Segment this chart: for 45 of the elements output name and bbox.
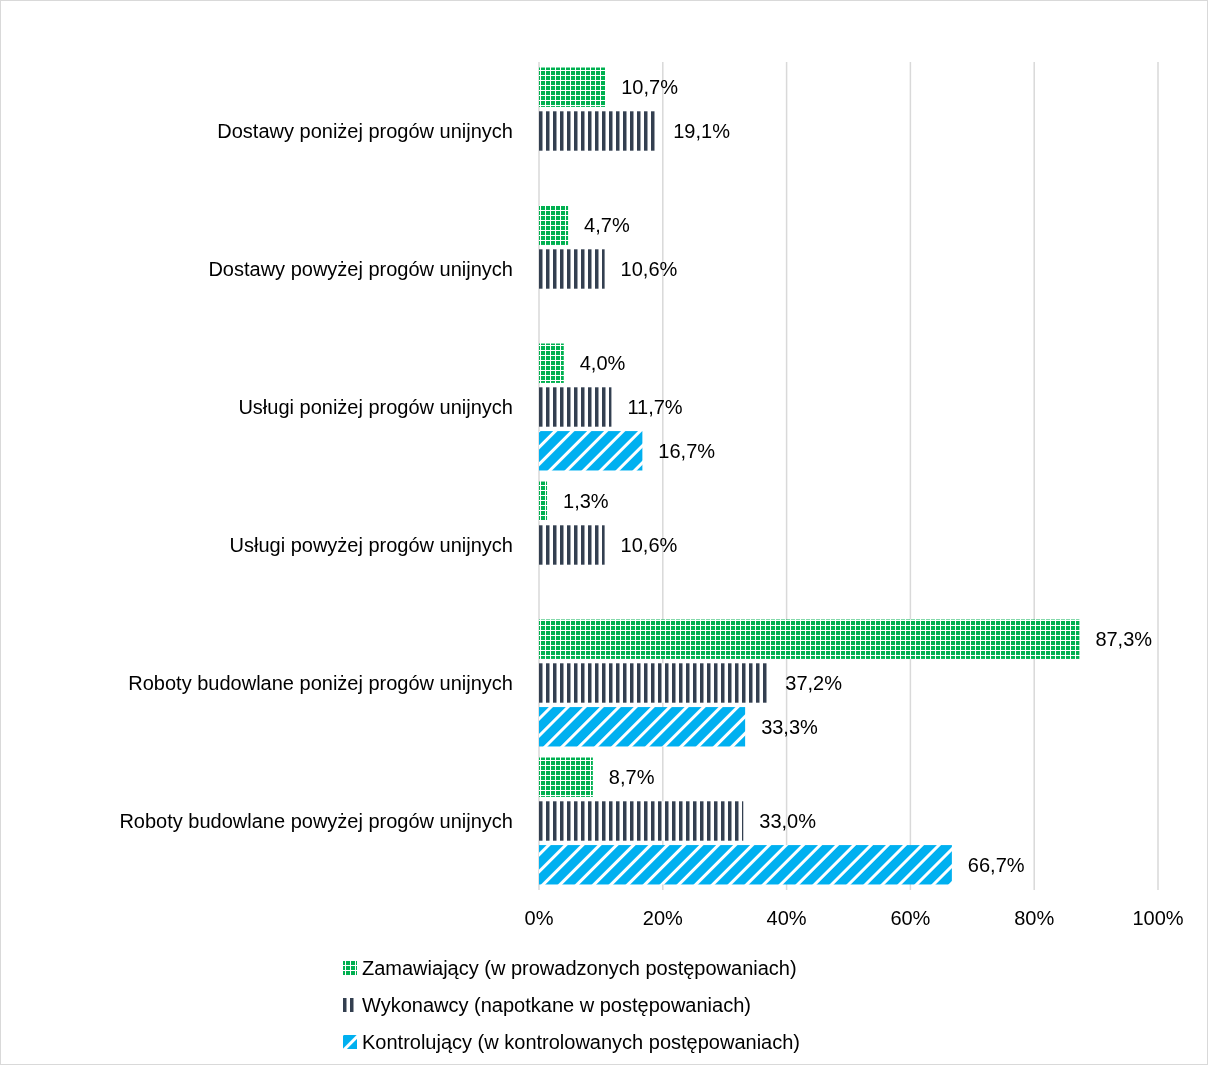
y-tick-label: Usługi poniżej progów unijnych bbox=[238, 396, 513, 418]
x-tick-label: 40% bbox=[766, 907, 807, 929]
bar bbox=[539, 619, 1080, 659]
data-label: 66,7% bbox=[967, 853, 1025, 876]
y-tick-label: Roboty budowlane poniżej progów unijnych bbox=[128, 672, 513, 694]
legend-label: Zamawiający (w prowadzonych postępowaniach) bbox=[362, 957, 797, 979]
data-label: 33,0% bbox=[759, 810, 817, 832]
bar bbox=[539, 387, 612, 427]
bar bbox=[539, 525, 605, 565]
bar bbox=[539, 249, 605, 289]
data-label: 37,2% bbox=[785, 672, 843, 694]
data-label: 10,7% bbox=[621, 76, 679, 99]
y-tick-label: Roboty budowlane powyżej progów unijnych bbox=[119, 810, 513, 832]
bar bbox=[539, 111, 658, 151]
x-tick-label: 80% bbox=[1014, 907, 1055, 929]
data-label: 16,7% bbox=[658, 439, 716, 462]
legend-label: Wykonawcy (napotkane w postępowaniach) bbox=[362, 994, 751, 1016]
data-label: 33,3% bbox=[761, 715, 819, 738]
x-tick-label: 0% bbox=[524, 907, 554, 929]
bar bbox=[539, 801, 744, 841]
data-label: 11,7% bbox=[627, 396, 683, 418]
bar bbox=[539, 205, 569, 245]
bar bbox=[539, 343, 564, 383]
bar bbox=[539, 707, 746, 747]
data-label: 19,1% bbox=[673, 120, 731, 142]
bar bbox=[539, 757, 593, 797]
y-tick-label: Dostawy poniżej progów unijnych bbox=[217, 120, 513, 142]
data-label: 1,3% bbox=[563, 490, 609, 513]
x-tick-label: 20% bbox=[642, 907, 684, 929]
x-tick-label: 60% bbox=[890, 907, 931, 929]
data-label: 10,6% bbox=[620, 534, 678, 556]
bar bbox=[539, 663, 770, 703]
data-label: 4,0% bbox=[579, 352, 626, 375]
bar bbox=[539, 431, 643, 471]
legend-label: Kontrolujący (w kontrolowanych postępowaniach) bbox=[362, 1031, 801, 1053]
bar bbox=[539, 481, 548, 521]
bar bbox=[539, 67, 606, 107]
y-tick-label: Usługi powyżej progów unijnych bbox=[229, 534, 513, 556]
x-tick-label: 100% bbox=[1132, 907, 1184, 929]
data-label: 10,6% bbox=[620, 258, 678, 280]
data-label: 87,3% bbox=[1095, 628, 1153, 651]
bar bbox=[539, 845, 952, 885]
data-label: 8,7% bbox=[608, 766, 655, 789]
data-label: 4,7% bbox=[584, 214, 630, 237]
y-tick-label: Dostawy powyżej progów unijnych bbox=[208, 258, 513, 280]
